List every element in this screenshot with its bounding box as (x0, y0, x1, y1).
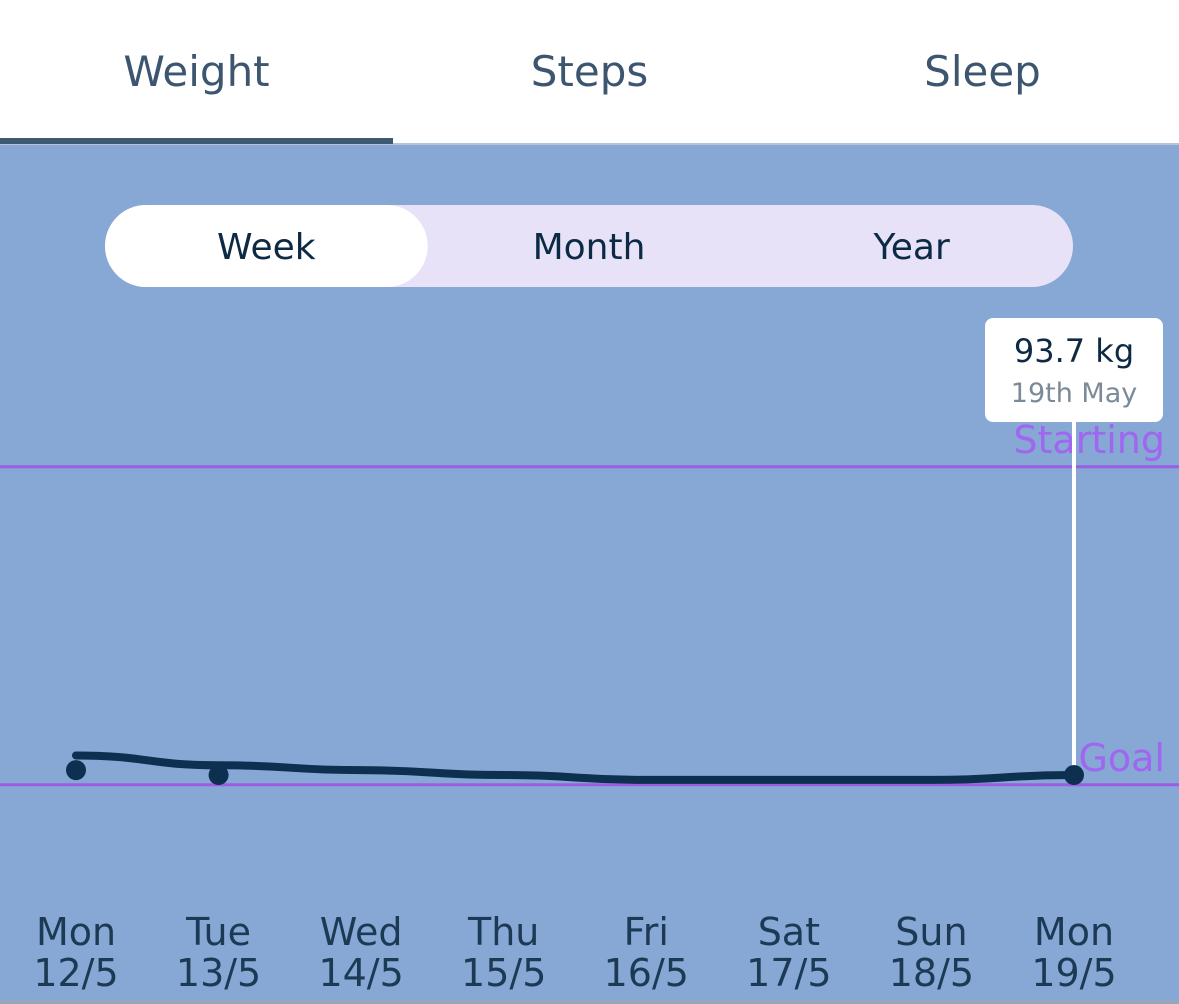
tab[interactable]: Steps (531, 47, 649, 96)
tab-indicator (0, 138, 393, 144)
tab[interactable]: Weight (123, 47, 269, 96)
range-option[interactable]: Month (533, 227, 646, 268)
x-weekday-label: Sat (758, 910, 820, 954)
x-weekday-label: Wed (320, 910, 403, 954)
tab[interactable]: Sleep (924, 47, 1041, 96)
data-point (66, 760, 86, 781)
range-option[interactable]: Week (217, 227, 316, 268)
x-tick-label: 13/5 (176, 951, 261, 995)
x-weekday-label: Fri (624, 910, 669, 954)
x-tick-label: 16/5 (604, 951, 689, 995)
data-point (1063, 765, 1084, 786)
chart-panel (0, 145, 1179, 1004)
x-tick-label: 15/5 (461, 951, 546, 995)
tooltip (985, 318, 1163, 422)
x-tick-label: 14/5 (318, 951, 403, 995)
x-tick-label: 19/5 (1031, 951, 1116, 995)
x-weekday-label: Mon (36, 910, 116, 954)
x-tick-label: 17/5 (746, 951, 831, 995)
x-tick-label: 18/5 (889, 951, 974, 995)
reference-label: Goal (1078, 736, 1165, 780)
x-tick-label: 12/5 (33, 951, 118, 995)
x-weekday-label: Thu (467, 910, 539, 954)
reference-label: Starting (1013, 418, 1165, 462)
trend-line (72, 751, 1078, 784)
data-point (208, 765, 229, 786)
x-weekday-label: Sun (895, 910, 967, 954)
tooltip-date: 19th May (1011, 378, 1137, 409)
range-option[interactable]: Year (873, 227, 950, 268)
x-weekday-label: Mon (1034, 910, 1114, 954)
tooltip-value: 93.7 kg (1014, 332, 1134, 370)
x-weekday-label: Tue (185, 910, 251, 954)
tab-bar (0, 0, 1179, 145)
range-option-active (105, 205, 428, 287)
